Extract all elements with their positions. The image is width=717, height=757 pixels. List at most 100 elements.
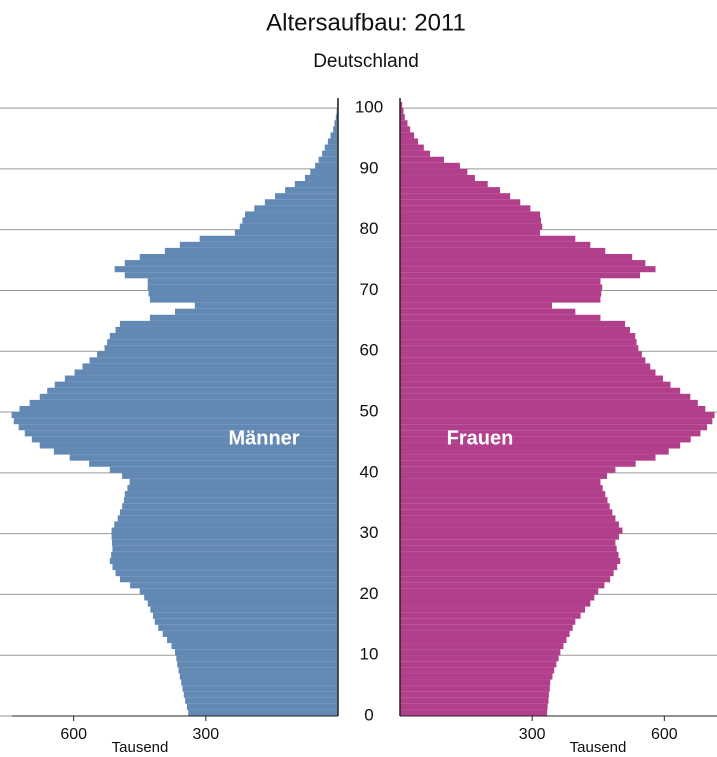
bar: [400, 241, 591, 248]
series-label: Frauen: [447, 427, 514, 449]
bar: [69, 454, 338, 461]
bar: [400, 497, 608, 504]
bar: [400, 399, 698, 406]
bar: [82, 363, 339, 370]
bar: [294, 181, 338, 188]
bar: [152, 612, 338, 619]
bar: [400, 691, 549, 698]
bar: [400, 296, 601, 303]
bar: [129, 478, 338, 485]
bar: [147, 278, 338, 285]
bar: [122, 472, 338, 479]
bar: [112, 539, 338, 546]
bar: [400, 369, 656, 376]
bar: [179, 241, 338, 248]
bar: [147, 600, 338, 607]
bar: [144, 594, 338, 601]
bar: [149, 314, 338, 321]
bar: [400, 357, 646, 364]
bar: [400, 618, 576, 625]
bar: [400, 339, 637, 346]
bar: [400, 582, 605, 589]
bar: [400, 120, 408, 127]
bar: [114, 266, 339, 273]
bar: [400, 199, 521, 206]
bar: [89, 357, 339, 364]
bar: [400, 636, 567, 644]
bar: [245, 211, 338, 218]
bar: [400, 594, 595, 601]
bar: [275, 193, 338, 200]
bar: [400, 223, 543, 230]
bar: [400, 630, 570, 637]
bar: [400, 424, 708, 431]
y-tick-label: 40: [360, 462, 379, 481]
bar: [177, 661, 338, 668]
bar: [122, 503, 338, 510]
x-axis-label: Tausend: [570, 739, 627, 756]
bar: [400, 460, 636, 467]
bar: [400, 551, 619, 558]
bar: [400, 509, 613, 516]
bar: [400, 454, 656, 461]
bar: [148, 290, 338, 297]
bar: [107, 339, 338, 346]
bar: [400, 418, 713, 425]
bar: [109, 333, 338, 340]
bar: [47, 387, 338, 394]
bar: [182, 685, 338, 692]
bar: [264, 199, 338, 206]
bar: [400, 576, 611, 583]
bar: [400, 412, 715, 419]
bar: [400, 515, 616, 522]
bar: [400, 491, 606, 498]
x-axis-label: Tausend: [112, 739, 169, 756]
bar: [400, 205, 531, 212]
bar: [123, 497, 338, 504]
bar: [171, 643, 338, 650]
chart-title: Altersaufbau: 2011: [266, 9, 466, 36]
bar: [400, 673, 553, 680]
bar: [335, 114, 338, 121]
bar: [324, 144, 338, 151]
bar: [53, 448, 339, 455]
bar: [400, 272, 641, 279]
bar: [400, 533, 619, 540]
bar: [186, 703, 338, 710]
bar: [111, 527, 338, 534]
bar: [194, 302, 338, 309]
bar: [400, 284, 603, 291]
bar: [400, 557, 621, 565]
bar: [111, 533, 338, 540]
y-tick-label: 20: [360, 584, 379, 603]
bar: [64, 375, 338, 382]
bar: [112, 564, 339, 571]
bar: [154, 618, 338, 625]
bar: [400, 132, 415, 139]
bar: [400, 539, 616, 546]
bar: [109, 466, 338, 473]
bar: [19, 405, 338, 413]
bar: [400, 478, 601, 485]
bar: [400, 211, 541, 218]
bar: [400, 217, 541, 224]
bar: [400, 649, 561, 656]
bar: [400, 144, 424, 151]
bar: [400, 162, 460, 169]
bar: [400, 114, 405, 121]
bar: [39, 393, 338, 400]
y-tick-label: 100: [355, 98, 383, 117]
bar: [400, 181, 488, 188]
bar: [400, 375, 664, 382]
bar: [11, 412, 339, 419]
bar: [179, 673, 338, 680]
bar: [188, 709, 338, 716]
bar: [400, 381, 671, 388]
bar: [74, 369, 338, 376]
y-tick-label: 90: [360, 158, 379, 177]
bar: [400, 588, 599, 595]
bar: [400, 655, 559, 662]
bar: [400, 466, 616, 473]
bar: [119, 576, 338, 583]
bar: [400, 333, 636, 340]
